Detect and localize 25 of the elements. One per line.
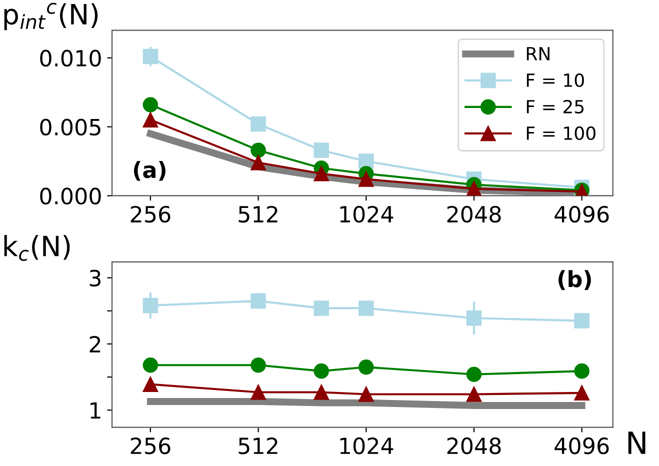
x-tick-label: 4096 xyxy=(554,437,609,454)
y-tick-label: 0.010 xyxy=(40,50,101,67)
x-tick-label: 1024 xyxy=(340,437,394,454)
legend-label: RN xyxy=(526,47,550,60)
y-axis-title: p$_{int}$$^{c}$(N) xyxy=(4,2,98,30)
y-tick-label: 0.005 xyxy=(40,118,100,136)
x-tick-label: 256 xyxy=(130,437,170,454)
y-tick-label: 0.000 xyxy=(40,188,101,204)
x-tick-label: 512 xyxy=(238,437,278,454)
y-tick-label: 1 xyxy=(90,402,100,419)
annotation: (b) xyxy=(558,270,591,290)
x-axis-title: N xyxy=(628,432,646,454)
annotation: (a) xyxy=(134,161,166,181)
x-tick-label: 2048 xyxy=(447,437,501,454)
x-tick-label: 1024 xyxy=(340,206,394,223)
y-tick-label: 3 xyxy=(90,270,101,287)
legend-label: F = 10 xyxy=(526,73,584,88)
legend-label: F = 25 xyxy=(526,100,584,114)
x-tick-label: 2048 xyxy=(447,206,501,223)
y-tick-label: 2 xyxy=(90,336,100,352)
y-axis-title: k$_{c}$(N) xyxy=(4,235,70,261)
x-tick-label: 512 xyxy=(238,206,278,223)
legend-label: F = 100 xyxy=(526,126,596,140)
x-tick-label: 4096 xyxy=(554,206,609,223)
x-tick-label: 256 xyxy=(130,206,170,223)
